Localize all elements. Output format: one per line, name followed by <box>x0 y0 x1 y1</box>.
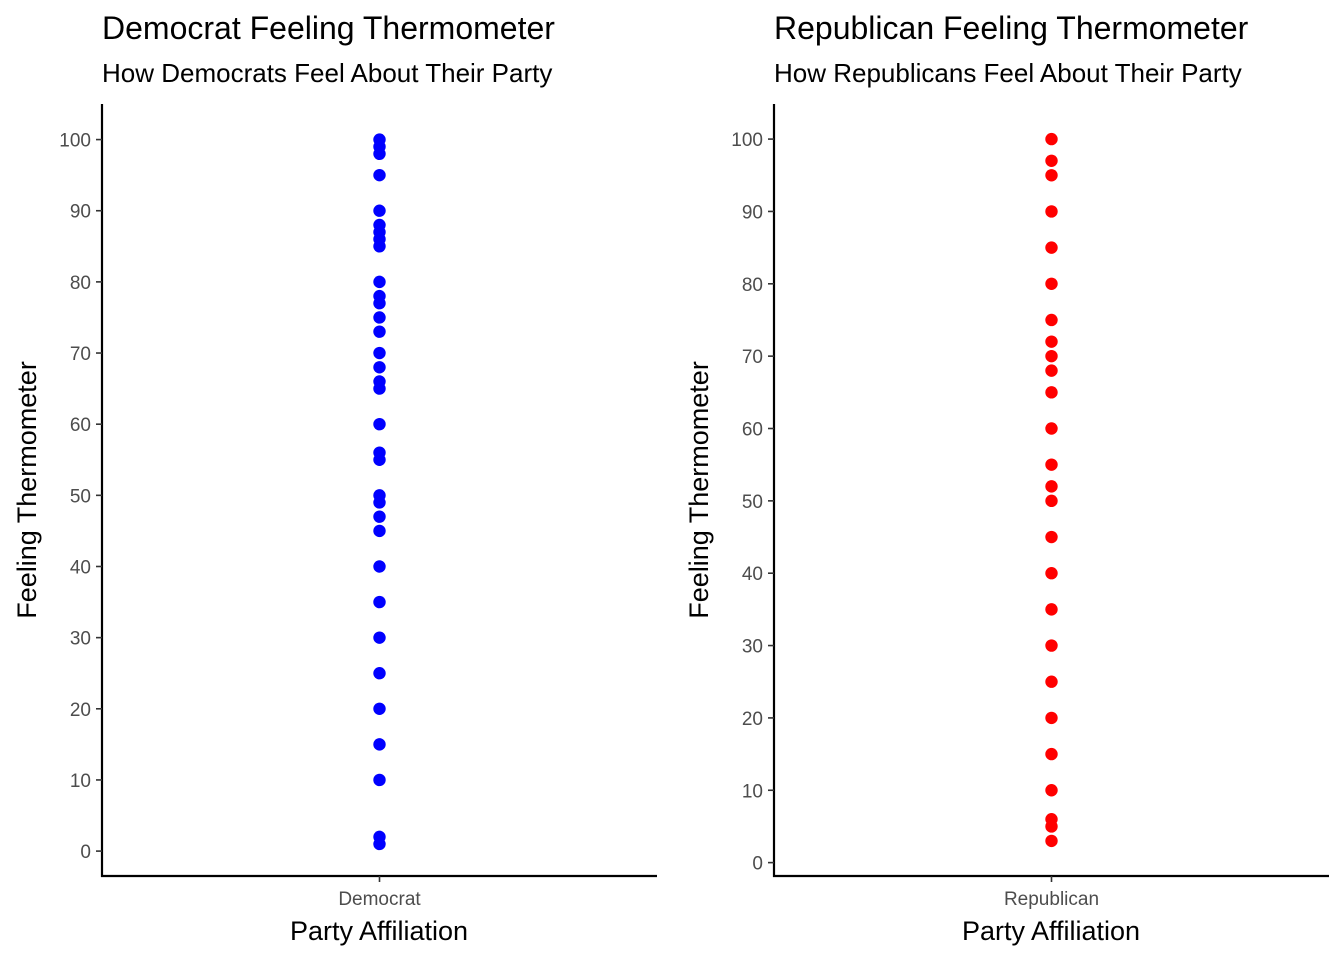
democrat-data-point <box>373 417 386 431</box>
democrat-data-point <box>373 702 386 715</box>
democrat-x-tick-label: Democrat <box>338 889 421 910</box>
democrat-data-point <box>373 275 386 289</box>
democrat-y-tick-label: 60 <box>70 415 91 436</box>
republican-data-point <box>1045 313 1058 327</box>
democrat-data-point <box>373 631 386 644</box>
democrat-data-point <box>373 361 386 374</box>
democrat-points <box>373 133 386 851</box>
republican-y-tick-label: 70 <box>742 347 763 368</box>
democrat-data-point <box>373 297 386 310</box>
republican-y-tick-label: 0 <box>752 854 763 875</box>
republican-data-point <box>1045 820 1058 833</box>
democrat-y-tick-label: 30 <box>70 629 91 650</box>
republican-x-axis-title: Party Affiliation <box>962 916 1140 946</box>
republican-data-point <box>1045 386 1058 399</box>
republican-y-axis-title: Feeling Thermometer <box>684 361 714 619</box>
democrat-data-point <box>373 204 386 217</box>
republican-data-point <box>1045 241 1058 254</box>
republican-chart-title: Republican Feeling Thermometer <box>774 10 1249 46</box>
democrat-axes: 0 10 20 30 40 50 60 70 80 90 100 Democrat <box>59 104 657 910</box>
democrat-y-tick-label: 0 <box>80 842 91 863</box>
republican-data-point <box>1045 480 1058 493</box>
republican-y-tick-label: 60 <box>742 420 763 441</box>
democrat-y-tick-label: 80 <box>70 273 91 294</box>
democrat-panel: Democrat Feeling Thermometer How Democra… <box>12 10 657 946</box>
republican-data-point <box>1045 364 1058 377</box>
democrat-data-point <box>373 147 386 161</box>
republican-y-tick-label: 10 <box>742 781 763 802</box>
republican-data-point <box>1045 422 1058 435</box>
republican-data-point <box>1045 494 1058 508</box>
republican-y-tick-label: 40 <box>742 564 763 585</box>
republican-y-tick-label: 100 <box>731 130 763 151</box>
republican-data-point <box>1045 169 1058 182</box>
democrat-data-point <box>373 346 386 360</box>
republican-data-point <box>1045 132 1058 146</box>
republican-data-point <box>1045 349 1058 363</box>
republican-x-tick-label: Republican <box>1004 889 1099 910</box>
republican-panel: Republican Feeling Thermometer How Repub… <box>684 10 1329 946</box>
democrat-data-point <box>373 496 386 509</box>
republican-data-point <box>1045 530 1058 544</box>
republican-data-point <box>1045 567 1058 580</box>
democrat-y-tick-label: 90 <box>70 202 91 223</box>
democrat-data-point <box>373 325 386 338</box>
democrat-data-point <box>373 738 386 751</box>
democrat-y-tick-label: 70 <box>70 344 91 365</box>
democrat-x-axis-title: Party Affiliation <box>290 916 468 946</box>
democrat-y-tick-label: 10 <box>70 771 91 792</box>
democrat-y-tick-label: 50 <box>70 486 91 507</box>
republican-data-point <box>1045 747 1058 761</box>
republican-y-tick-label: 90 <box>742 202 763 223</box>
democrat-data-point <box>373 382 386 395</box>
republican-data-point <box>1045 834 1058 848</box>
democrat-data-point <box>373 595 386 609</box>
republican-data-point <box>1045 458 1058 471</box>
republican-data-point <box>1045 335 1058 348</box>
republican-axes: 0 10 20 30 40 50 60 70 80 90 100 Republican <box>731 104 1329 910</box>
republican-data-point <box>1045 154 1058 167</box>
republican-y-tick-label: 50 <box>742 492 763 513</box>
democrat-y-tick-label: 20 <box>70 700 91 721</box>
democrat-chart-subtitle: How Democrats Feel About Their Party <box>102 58 552 88</box>
republican-data-point <box>1045 784 1058 797</box>
democrat-data-point <box>373 667 386 680</box>
democrat-data-point <box>373 773 386 787</box>
democrat-data-point <box>373 311 386 324</box>
democrat-y-axis-title: Feeling Thermometer <box>12 361 42 619</box>
democrat-data-point <box>373 453 386 466</box>
democrat-data-point <box>373 510 386 523</box>
republican-y-tick-label: 20 <box>742 709 763 730</box>
democrat-y-tick-label: 40 <box>70 557 91 578</box>
democrat-data-point <box>373 837 386 851</box>
republican-data-point <box>1045 205 1058 218</box>
republican-y-tick-label: 80 <box>742 275 763 296</box>
democrat-data-point <box>373 240 386 253</box>
republican-data-point <box>1045 711 1058 725</box>
democrat-data-point <box>373 168 386 182</box>
republican-chart-subtitle: How Republicans Feel About Their Party <box>774 58 1242 88</box>
republican-y-tick-label: 30 <box>742 637 763 658</box>
republican-data-point <box>1045 603 1058 616</box>
republican-data-point <box>1045 277 1058 290</box>
democrat-chart-title: Democrat Feeling Thermometer <box>102 10 555 46</box>
democrat-data-point <box>373 560 386 573</box>
democrat-data-point <box>373 524 386 538</box>
democrat-y-tick-label: 100 <box>59 131 91 152</box>
republican-data-point <box>1045 639 1058 652</box>
republican-data-point <box>1045 675 1058 688</box>
republican-points <box>1045 132 1058 848</box>
